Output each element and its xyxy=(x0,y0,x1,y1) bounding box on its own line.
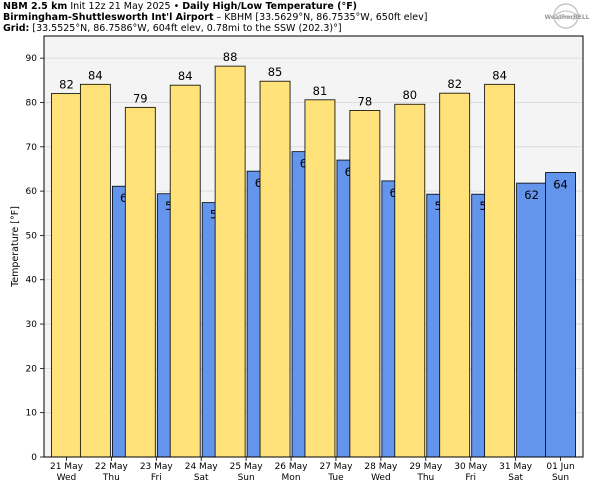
x-tick-day: Mon xyxy=(282,473,301,483)
low-temp-bar xyxy=(516,182,548,458)
x-tick-day: Wed xyxy=(57,473,77,483)
high-temp-label: 84 xyxy=(492,68,507,82)
x-tick-day: Wed xyxy=(371,473,391,483)
high-temp-label: 82 xyxy=(447,77,462,91)
weatherbell-logo: WeatherBELL xyxy=(544,3,590,29)
x-tick-date: 27 May xyxy=(319,462,353,472)
high-temp-label: 88 xyxy=(223,50,238,64)
x-tick-date: 30 May xyxy=(454,462,488,472)
station-info: – KBHM [33.5629°N, 86.7535°W, 650ft elev… xyxy=(213,12,428,23)
grid-info: [33.5525°N, 86.7586°W, 604ft elev, 0.78m… xyxy=(29,23,342,34)
header-separator: • xyxy=(170,1,183,12)
high-temp-label: 81 xyxy=(313,84,328,98)
high-temp-label: 79 xyxy=(133,91,148,105)
x-tick-date: 23 May xyxy=(140,462,174,472)
plot-frame xyxy=(43,35,584,458)
low-temp-bar xyxy=(545,172,576,458)
x-tick-day: Sun xyxy=(238,473,255,483)
high-temp-bar xyxy=(304,99,336,458)
x-tick-date: 25 May xyxy=(230,462,264,472)
high-temp-label: 84 xyxy=(88,68,103,82)
y-axis-ticks: 0 10 20 30 40 50 60 70 80 90 xyxy=(26,54,44,463)
high-temp-bar xyxy=(214,65,246,458)
y-tick-label: 80 xyxy=(26,98,38,108)
high-temp-bar xyxy=(124,106,156,458)
high-temp-bar xyxy=(51,93,82,458)
y-axis-label: Temperature [°F] xyxy=(10,206,21,288)
init-time: Init 12z 21 May 2025 xyxy=(70,1,171,12)
y-tick-label: 90 xyxy=(26,54,38,64)
x-tick-date: 29 May xyxy=(409,462,443,472)
header-line-2: Birmingham-Shuttlesworth Int'l Airport –… xyxy=(3,12,427,24)
x-tick-day: Fri xyxy=(151,473,162,483)
x-tick-date: 28 May xyxy=(364,462,398,472)
x-tick-date: 26 May xyxy=(275,462,309,472)
high-temp-bar xyxy=(394,103,426,458)
y-tick-label: 10 xyxy=(26,409,38,419)
x-tick-date: 22 May xyxy=(95,462,129,472)
high-temp-bar xyxy=(79,83,111,458)
x-tick-day: Fri xyxy=(465,473,476,483)
logo-wordmark: WeatherBELL xyxy=(544,14,589,21)
header-line-1: NBM 2.5 km Init 12z 21 May 2025 • Daily … xyxy=(3,1,357,13)
y-tick-label: 60 xyxy=(26,187,38,197)
x-tick-date: 31 May xyxy=(499,462,533,472)
high-temp-label: 85 xyxy=(268,65,283,79)
high-temp-label: 82 xyxy=(59,78,74,92)
y-tick-label: 20 xyxy=(26,364,38,374)
y-tick-label: 40 xyxy=(26,276,38,286)
high-temp-bar xyxy=(349,110,381,458)
x-tick-day: Tue xyxy=(327,473,344,483)
x-tick-day: Sat xyxy=(508,473,523,483)
x-tick-date: 01 Jun xyxy=(546,462,574,472)
x-tick-day: Sat xyxy=(194,473,209,483)
high-temp-label: 84 xyxy=(178,69,193,83)
chart-title: Daily High/Low Temperature (°F) xyxy=(182,1,358,12)
header-line-3: Grid: [33.5525°N, 86.7586°W, 604ft elev,… xyxy=(3,23,342,35)
y-tick-label: 50 xyxy=(26,231,38,241)
x-tick-date: 21 May xyxy=(50,462,84,472)
x-tick-day: Thu xyxy=(102,473,120,483)
high-temp-label: 78 xyxy=(358,94,373,108)
grid-label: Grid: xyxy=(3,23,30,34)
x-tick-day: Thu xyxy=(416,473,434,483)
y-tick-label: 70 xyxy=(26,143,38,153)
high-temp-label: 80 xyxy=(402,88,417,102)
bars: 8284617959845788658569816778628059825984… xyxy=(51,50,576,458)
high-temp-bar xyxy=(484,83,516,458)
model-name: NBM 2.5 km xyxy=(3,1,68,12)
high-temp-bar xyxy=(169,84,201,458)
low-temp-label: 64 xyxy=(553,177,568,191)
high-temp-bar xyxy=(259,80,291,458)
low-temp-label: 62 xyxy=(524,188,539,202)
station-name: Birmingham-Shuttlesworth Int'l Airport xyxy=(3,12,214,23)
x-tick-day: Sun xyxy=(552,473,569,483)
y-tick-label: 30 xyxy=(26,320,38,330)
x-tick-date: 24 May xyxy=(185,462,219,472)
y-tick-label: 0 xyxy=(31,453,37,463)
high-temp-bar xyxy=(439,92,471,458)
